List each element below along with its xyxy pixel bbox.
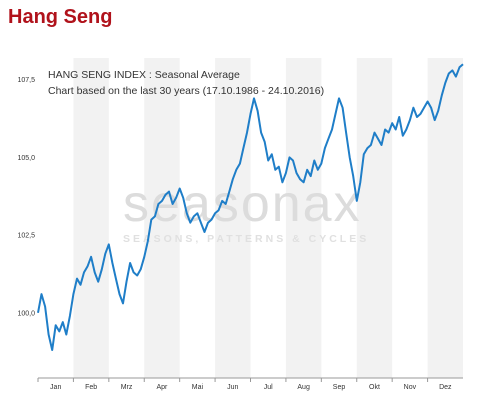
y-axis: 100,0 102,5 105,0 107,5: [17, 77, 35, 317]
chart-title: HANG SENG INDEX : Seasonal Average: [48, 69, 240, 81]
x-tick-label: Apr: [157, 384, 169, 391]
x-axis: Jan Feb Mrz Apr Mai Jun Jul Aug Sep Okt Nov Dez: [37, 377, 463, 391]
x-tick-label: Jun: [227, 384, 238, 391]
x-tick-label: Feb: [85, 384, 97, 391]
x-tick-label: Sep: [333, 384, 346, 391]
watermark: seasonax SEASONS, PATTERNS & CYCLES: [123, 175, 369, 245]
chart-subtitle: Chart based on the last 30 years (17.10.…: [48, 85, 324, 97]
month-band: [356, 58, 393, 378]
month-band: [144, 58, 180, 378]
series-line: [37, 63, 464, 351]
y-tick-label: 105,0: [17, 155, 35, 162]
y-tick-label: 100,0: [17, 310, 35, 317]
x-tick-label: Jul: [264, 384, 273, 391]
x-tick-label: Jan: [50, 384, 61, 391]
month-band: [427, 58, 463, 378]
y-tick-label: 107,5: [17, 77, 35, 84]
y-tick-label: 102,5: [17, 233, 35, 240]
x-tick-label: Nov: [404, 384, 417, 391]
month-band: [73, 58, 109, 378]
watermark-tagline: SEASONS, PATTERNS & CYCLES: [123, 233, 369, 245]
x-tick-label: Dez: [439, 384, 452, 391]
month-band: [285, 58, 322, 378]
x-tick-label: Mai: [192, 384, 204, 391]
month-bands: [73, 58, 463, 378]
x-tick-label: Okt: [369, 384, 380, 391]
x-tick-label: Aug: [297, 384, 310, 391]
x-tick-label: Mrz: [121, 384, 133, 391]
watermark-brand: seasonax: [123, 175, 362, 233]
month-band: [215, 58, 251, 378]
page-title: Hang Seng: [8, 6, 113, 28]
